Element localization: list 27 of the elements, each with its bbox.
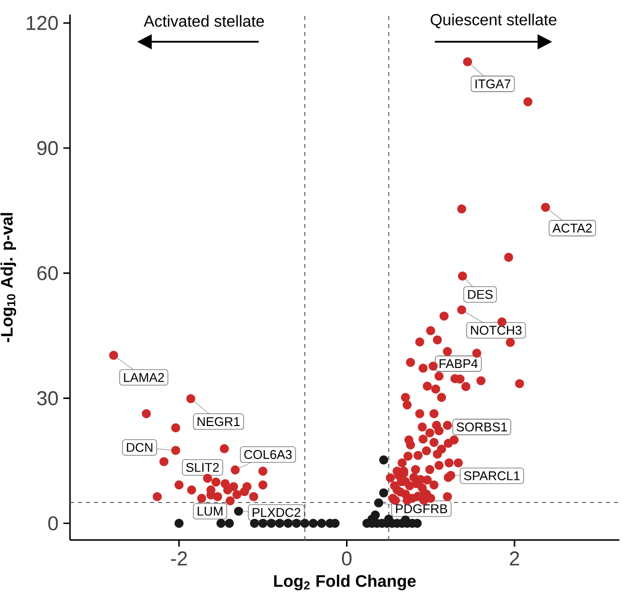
annotation: DES: [468, 290, 493, 299]
annotation: NEGR1: [198, 417, 240, 426]
annotation: DCN: [126, 442, 152, 452]
annotation: Activated stellate: [144, 15, 264, 27]
annotation: LUM: [198, 506, 222, 516]
annotation: SLIT2: [186, 462, 219, 472]
annotation: SORBS1: [456, 422, 507, 432]
x-tick-label: 2: [510, 551, 520, 566]
annotation: Quiescent stellate: [430, 14, 556, 28]
annotation: SPARCL1: [464, 471, 520, 480]
y-tick-label: 0: [48, 516, 58, 530]
y-tick-label: 60: [37, 266, 58, 280]
y-tick-label: 90: [37, 140, 58, 156]
annotation: LAMA2: [124, 372, 164, 382]
y-tick-label: 30: [37, 391, 58, 406]
annotation: COL6A3: [244, 450, 292, 460]
y-tick-label: 120: [26, 16, 58, 30]
annotation: PDGFRB: [396, 504, 448, 514]
x-axis-title: Log$_{2}$ Fold Change: [274, 574, 416, 590]
annotation: NOTCH3: [471, 326, 522, 335]
annotation: PLXDC2: [252, 508, 300, 517]
x-tick-label: -2: [171, 551, 187, 566]
y-axis-title: -Log$_{10}$ Adj. p-val: [0, 213, 16, 342]
annotation: ACTA2: [552, 224, 592, 233]
annotation: ITGA7: [476, 79, 510, 88]
x-tick-label: 0: [342, 551, 352, 566]
annotation: FABP4: [440, 359, 478, 368]
